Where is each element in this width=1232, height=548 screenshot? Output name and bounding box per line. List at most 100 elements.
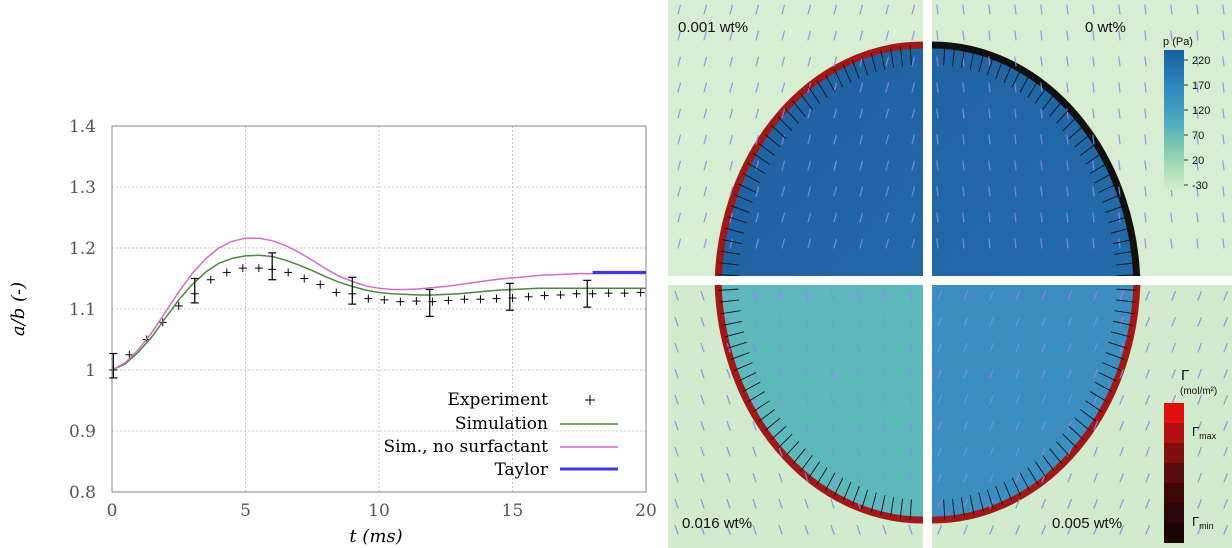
velocity-vector: [726, 524, 731, 535]
error-bar: [109, 352, 118, 379]
velocity-vector: [1223, 420, 1228, 431]
velocity-vector: [856, 446, 861, 457]
velocity-vector: [804, 420, 809, 431]
velocity-vector: [1092, 30, 1095, 41]
velocity-vector: [781, 212, 786, 223]
velocity-vector: [1196, 238, 1199, 249]
velocity-vector: [1092, 212, 1095, 223]
velocity-vector: [989, 524, 994, 535]
velocity-vector: [729, 4, 734, 15]
normal-arrow: [722, 320, 743, 326]
velocity-vector: [1222, 212, 1225, 223]
velocity-vector: [804, 368, 809, 379]
panel-label-top-right: 0 wt%: [1085, 19, 1126, 36]
velocity-vector: [962, 30, 965, 41]
velocity-vector: [908, 316, 913, 327]
velocity-vector: [936, 134, 939, 145]
velocity-vector: [856, 420, 861, 431]
velocity-vector: [963, 394, 968, 405]
velocity-vector: [1118, 82, 1121, 93]
x-tick-label: 10: [368, 501, 390, 521]
velocity-vector: [885, 30, 890, 41]
velocity-vector: [1014, 212, 1017, 223]
velocity-vector: [1067, 524, 1072, 535]
normal-arrow: [784, 441, 799, 457]
velocity-vector: [700, 342, 705, 353]
normal-arrow: [986, 489, 994, 509]
velocity-vector: [1066, 108, 1069, 119]
velocity-vector: [703, 82, 708, 93]
experiment-point: [588, 289, 597, 298]
velocity-vector: [859, 108, 864, 119]
velocity-vector: [781, 160, 786, 171]
velocity-vector: [911, 56, 916, 67]
normal-arrow: [734, 362, 753, 371]
velocity-vector: [1093, 420, 1098, 431]
error-bar: [190, 277, 199, 304]
velocity-vector: [778, 394, 783, 405]
velocity-vector: [1144, 82, 1147, 93]
velocity-vector: [856, 498, 861, 509]
plot-frame: [111, 125, 647, 493]
surfactant-colorbar: Γ (mol/m²) Γmax Γmin: [1164, 367, 1217, 543]
experiment-point: [476, 295, 485, 304]
velocity-vector: [1093, 316, 1098, 327]
y-tick-label: 0.9: [69, 422, 96, 442]
velocity-vector: [962, 134, 965, 145]
velocity-vector: [936, 30, 939, 41]
y-tick-label: 1.2: [69, 239, 96, 259]
normal-arrow: [880, 495, 886, 515]
surfactant-band-2: [1164, 423, 1184, 443]
horizontal-separator: [668, 276, 1232, 285]
pressure-tick-label: 120: [1192, 105, 1210, 117]
normal-arrow: [969, 50, 975, 70]
velocity-vector: [1222, 186, 1225, 197]
pressure-tick-label: 70: [1192, 130, 1204, 142]
velocity-vector: [911, 212, 916, 223]
normal-arrow: [770, 425, 787, 441]
velocity-vector: [1093, 498, 1098, 509]
normal-arrow: [960, 48, 965, 68]
normal-arrow: [1110, 331, 1131, 338]
velocity-vector: [1197, 524, 1202, 535]
normal-arrow: [1056, 108, 1071, 124]
velocity-vector: [936, 4, 939, 15]
velocity-vector: [1171, 394, 1176, 405]
velocity-vector: [807, 186, 812, 197]
velocity-vector: [1015, 498, 1020, 509]
normal-arrow: [870, 492, 877, 513]
normal-arrow: [833, 69, 844, 88]
normal-arrow: [1080, 409, 1097, 422]
velocity-vector: [729, 238, 734, 249]
normal-arrow: [758, 143, 775, 156]
velocity-vector: [833, 4, 838, 15]
velocity-vector: [1196, 160, 1199, 171]
velocity-vector: [989, 290, 994, 301]
velocity-vector: [911, 108, 916, 119]
normal-arrow: [824, 472, 836, 491]
velocity-vector: [752, 394, 757, 405]
velocity-vector: [674, 524, 679, 535]
velocity-vector: [1170, 212, 1173, 223]
velocity-vector: [1041, 290, 1046, 301]
velocity-vector: [677, 4, 682, 15]
velocity-vector: [726, 290, 731, 301]
velocity-vector: [1222, 4, 1225, 15]
velocity-vector: [1014, 186, 1017, 197]
velocity-vector: [1040, 212, 1043, 223]
velocity-vector: [781, 108, 786, 119]
velocity-vector: [677, 186, 682, 197]
experiment-point: [284, 268, 293, 277]
normal-arrow: [1019, 74, 1031, 93]
velocity-vector: [729, 56, 734, 67]
velocity-vector: [1040, 4, 1043, 15]
velocity-vector: [1119, 368, 1124, 379]
velocity-vector: [962, 4, 965, 15]
velocity-vector: [962, 212, 965, 223]
normal-arrow: [943, 45, 946, 66]
velocity-vector: [1093, 368, 1098, 379]
velocity-vector: [830, 316, 835, 327]
velocity-vector: [856, 472, 861, 483]
velocity-vector: [1145, 420, 1150, 431]
surfactant-min-label: Γmin: [1192, 514, 1214, 531]
